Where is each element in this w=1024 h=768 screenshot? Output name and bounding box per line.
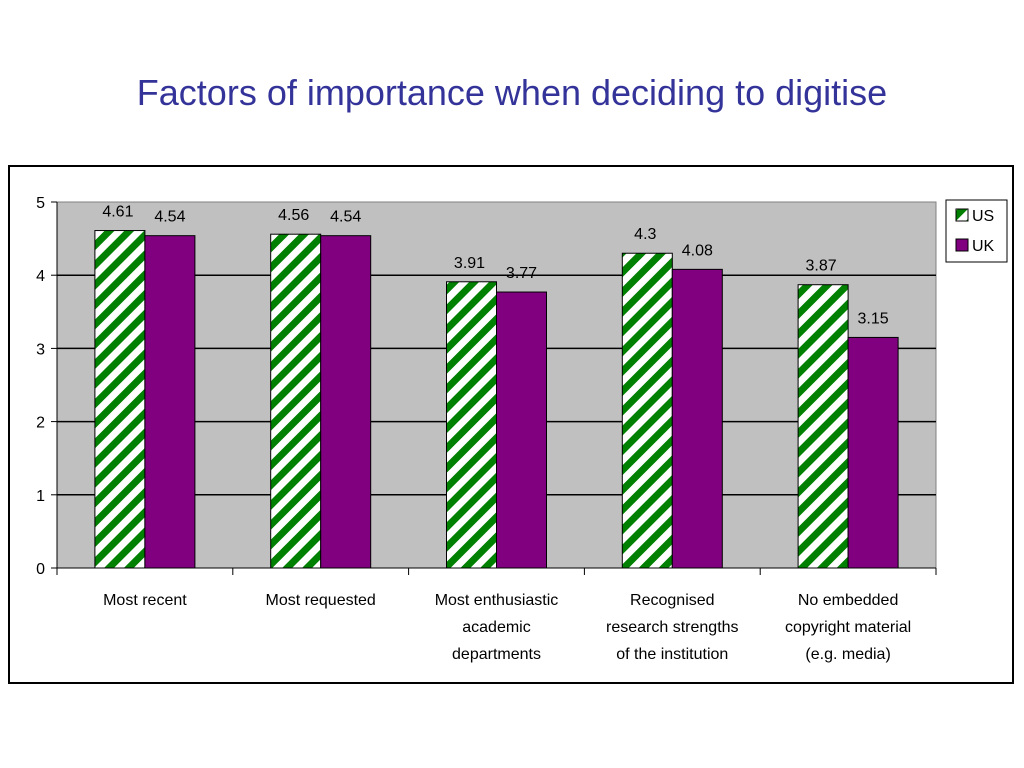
category-label-line: Most requested	[266, 592, 376, 609]
y-tick-label: 4	[36, 268, 45, 285]
bar-us	[94, 230, 146, 569]
category-label-line: research strengths	[606, 619, 739, 636]
legend-label-uk: UK	[972, 238, 995, 255]
category-label: Most enthusiastic academic departments	[435, 592, 559, 663]
data-label-uk: 3.77	[506, 265, 537, 282]
data-label-us: 4.61	[102, 204, 133, 221]
legend-box	[945, 199, 1008, 263]
data-label-uk: 4.08	[682, 242, 713, 259]
category-label-line: departments	[452, 646, 541, 663]
bar-chart: 0 1 2 3 4 5 4.61 4.54 Most recent 4.56 4.54 Most re…	[36, 195, 1008, 663]
category-label: Recognised research strengths of the insti…	[606, 592, 739, 663]
category-label-line: (e.g. media)	[805, 646, 890, 663]
bar-uk	[496, 291, 547, 569]
bar-us	[797, 284, 849, 569]
category-label-line: copyright material	[785, 619, 911, 636]
category-label-line: Most enthusiastic	[435, 592, 559, 609]
category-label: Most recent	[103, 592, 187, 609]
y-tick-label: 0	[36, 561, 45, 578]
y-tick-label: 1	[36, 488, 45, 505]
y-tick-label: 5	[36, 195, 45, 212]
category-label: Most requested	[266, 592, 376, 609]
data-label-uk: 4.54	[154, 209, 185, 226]
legend-label-us: US	[972, 208, 994, 225]
bar-us	[270, 233, 322, 569]
data-label-uk: 4.54	[330, 209, 361, 226]
category-label-line: No embedded	[798, 592, 899, 609]
data-label-us: 4.3	[634, 226, 656, 243]
legend-swatch-uk	[955, 238, 969, 252]
category-label: No embedded copyright material (e.g. media…	[785, 592, 911, 663]
bar-uk	[144, 235, 196, 569]
data-label-us: 3.87	[806, 258, 837, 275]
category-label-line: academic	[462, 619, 530, 636]
legend-swatch-us	[955, 208, 969, 222]
bar-us	[446, 281, 497, 569]
data-label-us: 4.56	[278, 207, 309, 224]
slide-title: Factors of importance when deciding to d…	[136, 72, 888, 113]
category-label-line: of the institution	[616, 646, 728, 663]
chart-frame: 0 1 2 3 4 5 4.61 4.54 Most recent 4.56 4.54 Most re…	[8, 165, 1014, 684]
category-label-line: Recognised	[630, 592, 715, 609]
data-label-us: 3.91	[454, 255, 485, 272]
y-tick-label: 3	[36, 341, 45, 358]
bar-uk	[671, 268, 723, 569]
data-label-uk: 3.15	[858, 310, 889, 327]
bar-us	[621, 252, 673, 569]
category-label-line: Most recent	[103, 592, 187, 609]
bar-uk	[847, 336, 899, 569]
y-tick-label: 2	[36, 415, 45, 432]
bar-uk	[320, 235, 372, 569]
